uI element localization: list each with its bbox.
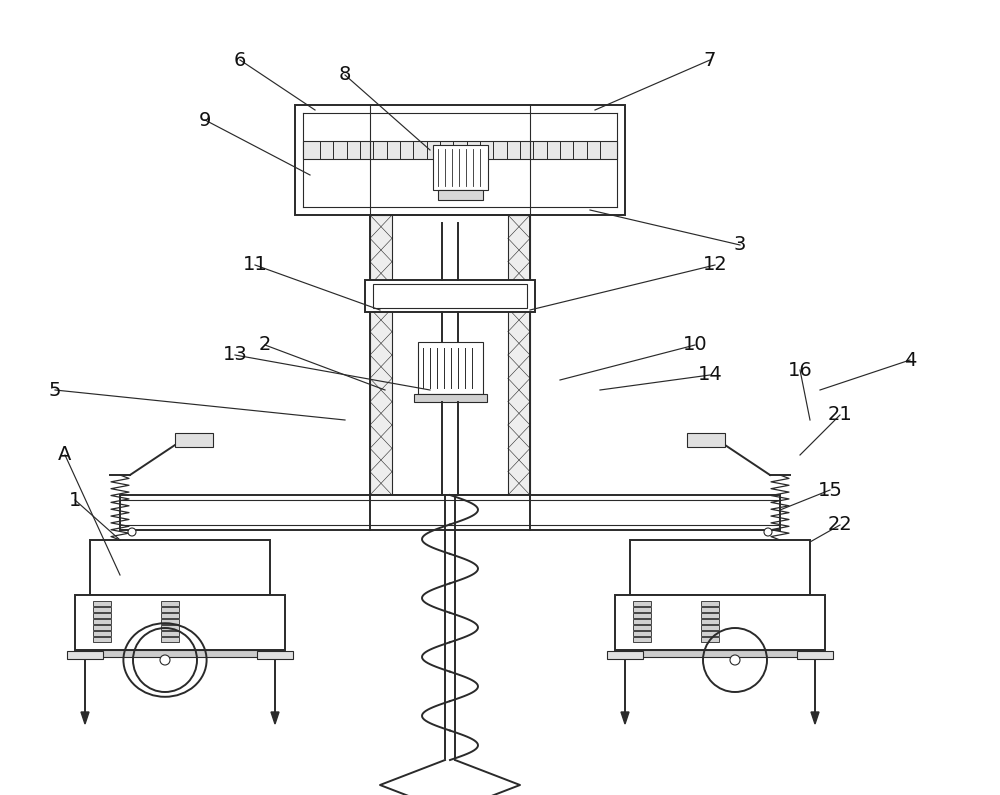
Text: 6: 6 [234, 51, 246, 69]
Bar [257, 651, 293, 659]
Bar [93, 619, 111, 624]
Text: 12: 12 [703, 255, 727, 274]
Text: 10: 10 [683, 335, 707, 355]
Bar [93, 601, 111, 606]
Bar [633, 631, 651, 636]
Bar [701, 613, 719, 618]
Bar [633, 625, 651, 630]
Circle shape [160, 655, 170, 665]
Bar [161, 637, 179, 642]
Text: 13: 13 [223, 346, 247, 364]
Circle shape [764, 528, 772, 536]
Text: 7: 7 [704, 51, 716, 69]
Bar [161, 631, 179, 636]
Bar [687, 433, 725, 447]
Bar [161, 601, 179, 606]
Bar [370, 215, 392, 495]
Bar [633, 613, 651, 618]
Bar [161, 613, 179, 618]
Text: 9: 9 [199, 111, 211, 130]
Text: 2: 2 [259, 335, 271, 355]
Polygon shape [380, 760, 445, 795]
Bar [633, 637, 651, 642]
Bar [433, 145, 488, 190]
Text: 1: 1 [69, 491, 81, 510]
Polygon shape [621, 712, 629, 724]
Bar [295, 105, 625, 215]
Bar [79, 650, 281, 657]
Bar [633, 619, 651, 624]
Bar [414, 394, 487, 402]
Bar [619, 650, 821, 657]
Bar [90, 540, 270, 595]
Text: 8: 8 [339, 65, 351, 84]
Text: 3: 3 [734, 235, 746, 254]
Text: 16: 16 [788, 360, 812, 379]
Bar [93, 631, 111, 636]
Bar [607, 651, 643, 659]
Bar [161, 607, 179, 612]
Bar [120, 495, 780, 530]
Bar [93, 613, 111, 618]
Bar [370, 215, 530, 495]
Bar [75, 595, 285, 650]
Bar [701, 601, 719, 606]
Text: 14: 14 [698, 366, 722, 385]
Bar [701, 637, 719, 642]
Bar [418, 342, 483, 394]
Circle shape [730, 655, 740, 665]
Bar [633, 607, 651, 612]
Bar [373, 284, 527, 308]
Bar [175, 433, 213, 447]
Text: 4: 4 [904, 351, 916, 370]
Bar [630, 540, 810, 595]
Bar [701, 619, 719, 624]
Text: 5: 5 [49, 381, 61, 400]
Bar [93, 625, 111, 630]
Polygon shape [81, 712, 89, 724]
Bar [508, 215, 530, 495]
Bar [67, 651, 103, 659]
Bar [161, 625, 179, 630]
Bar [303, 141, 617, 159]
Bar [701, 625, 719, 630]
Polygon shape [455, 760, 520, 795]
Circle shape [128, 528, 136, 536]
Bar [633, 601, 651, 606]
Bar [438, 190, 483, 200]
Bar [615, 595, 825, 650]
Bar [365, 280, 535, 312]
Bar [701, 631, 719, 636]
Polygon shape [811, 712, 819, 724]
Text: A: A [58, 445, 72, 464]
Bar [161, 619, 179, 624]
Bar [701, 607, 719, 612]
Bar [93, 607, 111, 612]
Text: 21: 21 [828, 405, 852, 425]
Bar [797, 651, 833, 659]
Polygon shape [271, 712, 279, 724]
Text: 22: 22 [828, 515, 852, 534]
Bar [93, 637, 111, 642]
Text: 15: 15 [818, 480, 842, 499]
Text: 11: 11 [243, 255, 267, 274]
